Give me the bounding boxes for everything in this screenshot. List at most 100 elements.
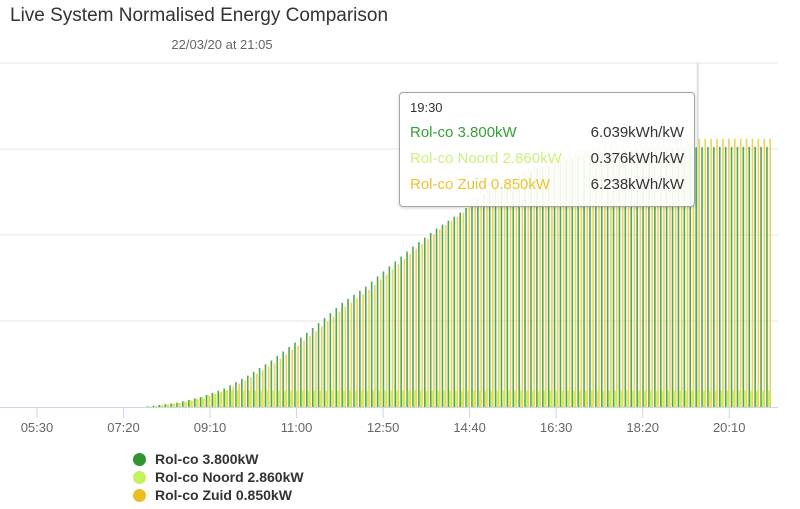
bar[interactable] bbox=[545, 161, 547, 407]
bar[interactable] bbox=[285, 354, 288, 407]
bar[interactable] bbox=[620, 390, 622, 407]
bar[interactable] bbox=[573, 390, 575, 407]
bar[interactable] bbox=[598, 145, 600, 407]
bar[interactable] bbox=[642, 149, 644, 407]
bar[interactable] bbox=[242, 390, 245, 407]
bar[interactable] bbox=[326, 321, 329, 407]
bar[interactable] bbox=[224, 390, 227, 407]
bar[interactable] bbox=[580, 149, 583, 407]
bar[interactable] bbox=[716, 138, 718, 407]
bar[interactable] bbox=[307, 390, 310, 407]
bar[interactable] bbox=[760, 146, 762, 407]
bar[interactable] bbox=[663, 139, 665, 408]
bar[interactable] bbox=[317, 323, 320, 407]
bar[interactable] bbox=[283, 390, 286, 407]
bar[interactable] bbox=[208, 395, 211, 407]
bar[interactable] bbox=[313, 390, 316, 407]
bar[interactable] bbox=[539, 163, 541, 407]
bar[interactable] bbox=[295, 390, 298, 407]
bar[interactable] bbox=[730, 146, 733, 407]
bar[interactable] bbox=[303, 340, 305, 407]
bar[interactable] bbox=[254, 390, 257, 407]
bar[interactable] bbox=[344, 306, 347, 407]
bar[interactable] bbox=[376, 276, 379, 408]
bar[interactable] bbox=[419, 390, 422, 407]
bar[interactable] bbox=[311, 327, 314, 407]
bar[interactable] bbox=[191, 400, 193, 407]
bar[interactable] bbox=[496, 390, 498, 407]
bar[interactable] bbox=[482, 194, 485, 407]
bar[interactable] bbox=[260, 390, 262, 407]
bar[interactable] bbox=[270, 360, 273, 407]
bar[interactable] bbox=[665, 148, 668, 408]
bar[interactable] bbox=[654, 148, 656, 408]
bar[interactable] bbox=[400, 256, 402, 408]
bar[interactable] bbox=[549, 390, 552, 407]
bar[interactable] bbox=[378, 390, 380, 407]
bar[interactable] bbox=[732, 390, 734, 407]
bar[interactable] bbox=[586, 148, 589, 407]
bar[interactable] bbox=[217, 390, 220, 407]
bar[interactable] bbox=[636, 149, 638, 408]
bar[interactable] bbox=[710, 138, 712, 407]
bar[interactable] bbox=[514, 390, 516, 407]
bar[interactable] bbox=[272, 390, 274, 407]
bar[interactable] bbox=[273, 363, 276, 407]
bar[interactable] bbox=[391, 269, 394, 407]
bar[interactable] bbox=[567, 390, 569, 407]
bar[interactable] bbox=[161, 405, 164, 407]
bar[interactable] bbox=[596, 390, 599, 407]
bar[interactable] bbox=[702, 390, 705, 407]
bar[interactable] bbox=[713, 146, 715, 407]
bar[interactable] bbox=[425, 390, 428, 407]
bar[interactable] bbox=[589, 154, 591, 407]
bar[interactable] bbox=[627, 141, 630, 407]
bar[interactable] bbox=[335, 307, 338, 407]
bar[interactable] bbox=[615, 143, 618, 407]
bar[interactable] bbox=[506, 181, 509, 407]
bar[interactable] bbox=[297, 345, 299, 407]
bar[interactable] bbox=[394, 261, 397, 407]
bar[interactable] bbox=[659, 148, 662, 407]
bar[interactable] bbox=[160, 404, 162, 407]
bar[interactable] bbox=[148, 406, 150, 407]
bar[interactable] bbox=[350, 302, 353, 407]
bar[interactable] bbox=[466, 390, 469, 407]
bar[interactable] bbox=[171, 403, 174, 407]
bar[interactable] bbox=[261, 370, 264, 407]
bar[interactable] bbox=[258, 368, 261, 407]
bar[interactable] bbox=[230, 390, 233, 407]
bar[interactable] bbox=[618, 151, 621, 407]
bar[interactable] bbox=[525, 390, 528, 407]
bar[interactable] bbox=[301, 390, 304, 407]
bar[interactable] bbox=[401, 390, 404, 407]
bar[interactable] bbox=[707, 147, 709, 407]
bar[interactable] bbox=[332, 316, 335, 407]
bar[interactable] bbox=[561, 390, 563, 407]
bar[interactable] bbox=[553, 162, 556, 407]
bar[interactable] bbox=[543, 390, 546, 407]
bar[interactable] bbox=[692, 138, 695, 407]
bar[interactable] bbox=[477, 198, 479, 407]
bar[interactable] bbox=[757, 138, 760, 407]
bar[interactable] bbox=[279, 358, 282, 407]
bar[interactable] bbox=[456, 216, 459, 407]
bar[interactable] bbox=[604, 144, 606, 407]
bar[interactable] bbox=[608, 390, 611, 407]
bar[interactable] bbox=[509, 178, 512, 407]
bar[interactable] bbox=[214, 393, 217, 407]
bar[interactable] bbox=[213, 393, 215, 407]
bar[interactable] bbox=[502, 390, 504, 407]
bar[interactable] bbox=[667, 390, 670, 407]
bar[interactable] bbox=[235, 382, 237, 407]
bar[interactable] bbox=[695, 147, 697, 407]
bar[interactable] bbox=[189, 399, 192, 407]
bar[interactable] bbox=[390, 390, 392, 407]
bar[interactable] bbox=[179, 403, 181, 407]
bar[interactable] bbox=[556, 156, 559, 407]
bar[interactable] bbox=[568, 152, 571, 407]
bar[interactable] bbox=[353, 294, 355, 407]
bar[interactable] bbox=[294, 342, 296, 408]
bar[interactable] bbox=[736, 146, 739, 407]
bar[interactable] bbox=[533, 165, 535, 407]
